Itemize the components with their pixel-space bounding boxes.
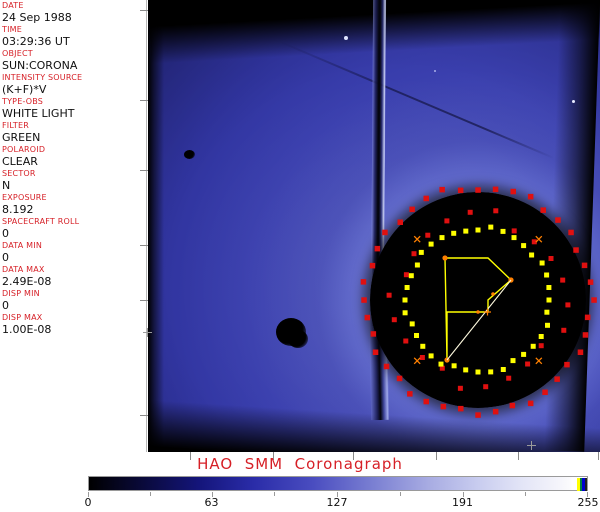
metadata-value: 8.192 <box>2 203 34 216</box>
colorbar-minor-tick <box>525 492 527 496</box>
metadata-value: 0 <box>2 227 9 240</box>
metadata-panel: DATE 24 Sep 1988 TIME 03:29:36 UT OBJECT SUN:… <box>0 0 147 452</box>
metadata-field: DISP MAX 1.00E-08 <box>2 313 146 336</box>
frame-tick-bottom <box>273 452 274 460</box>
colorbar-minor-tick <box>274 492 276 496</box>
metadata-label: INTENSITY SOURCE <box>2 73 83 82</box>
dust-artifact-small <box>184 150 195 159</box>
colorbar-ticks <box>88 492 588 498</box>
metadata-field: DATA MIN 0 <box>2 241 146 264</box>
metadata-field: TIME 03:29:36 UT <box>2 25 146 48</box>
occulting-disk <box>370 192 586 408</box>
metadata-field: DISP MIN 0 <box>2 289 146 312</box>
frame-tick-bottom <box>436 452 437 460</box>
metadata-value: SUN:CORONA <box>2 59 78 72</box>
metadata-value: CLEAR <box>2 155 38 168</box>
colorbar-minor-tick <box>149 492 151 496</box>
metadata-field: EXPOSURE 8.192 <box>2 193 146 216</box>
metadata-value: 0 <box>2 251 9 264</box>
colorbar-overflow-stripe <box>577 478 580 491</box>
metadata-label: TIME <box>2 25 23 34</box>
metadata-field: POLAROID CLEAR <box>2 145 146 168</box>
metadata-label: DISP MIN <box>2 289 40 298</box>
colorbar-tick <box>211 492 213 497</box>
metadata-value: GREEN <box>2 131 41 144</box>
colorbar-ramp[interactable] <box>88 476 588 491</box>
metadata-field: SPACECRAFT ROLL 0 <box>2 217 146 240</box>
metadata-field: DATA MAX 2.49E-08 <box>2 265 146 288</box>
metadata-label: TYPE-OBS <box>2 97 44 106</box>
colorbar-tick <box>587 492 588 497</box>
colorbar-tick-label: 127 <box>326 496 348 509</box>
frame-plus-marker <box>531 441 532 450</box>
colorbar-widget[interactable]: 0 63 127 191 255 <box>84 476 599 510</box>
colorbar-tick-label: 191 <box>452 496 473 509</box>
metadata-label: DISP MAX <box>2 313 43 322</box>
colorbar-tick-label: 63 <box>204 496 219 509</box>
bright-pixel-artifact-2 <box>434 70 436 72</box>
metadata-value: 03:29:36 UT <box>2 35 70 48</box>
metadata-value: (K+F)*V <box>2 83 47 96</box>
metadata-value: 1.00E-08 <box>2 323 52 336</box>
metadata-label: DATA MIN <box>2 241 42 250</box>
coronagraph-image[interactable] <box>148 0 600 452</box>
metadata-field: TYPE-OBS WHITE LIGHT <box>2 97 146 120</box>
bright-pixel-artifact-3 <box>572 100 575 103</box>
frame-tick-bottom <box>598 452 599 460</box>
metadata-value: WHITE LIGHT <box>2 107 75 120</box>
frame-tick-bottom <box>190 452 191 460</box>
metadata-field: INTENSITY SOURCE (K+F)*V <box>2 73 146 96</box>
metadata-label: FILTER <box>2 121 30 130</box>
bright-pixel-artifact <box>344 36 348 40</box>
colorbar-tick-label: 0 <box>84 496 92 509</box>
colorbar-minor-tick <box>399 492 401 496</box>
frame-plus-marker <box>147 328 148 337</box>
metadata-field: DATE 24 Sep 1988 <box>2 1 146 24</box>
detector-left-dark-edge <box>148 0 164 452</box>
frame-tick-left <box>140 100 148 101</box>
metadata-label: DATE <box>2 1 24 10</box>
metadata-value: 0 <box>2 299 9 312</box>
colorbar-overflow-stripe <box>579 478 582 491</box>
metadata-field: SECTOR N <box>2 169 146 192</box>
colorbar-tick <box>88 492 89 497</box>
metadata-label: OBJECT <box>2 49 33 58</box>
metadata-label: EXPOSURE <box>2 193 47 202</box>
colorbar-overflow-stripe <box>584 478 587 491</box>
metadata-field: OBJECT SUN:CORONA <box>2 49 146 72</box>
frame-tick-left <box>140 245 148 246</box>
metadata-label: DATA MAX <box>2 265 45 274</box>
colorbar-tick <box>462 492 464 497</box>
frame-tick-bottom <box>353 452 354 460</box>
frame-tick-left <box>140 300 148 301</box>
metadata-label: SPACECRAFT ROLL <box>2 217 80 226</box>
frame-tick-bottom <box>518 452 519 460</box>
colorbar-tick-label: 255 <box>577 496 599 509</box>
metadata-value: N <box>2 179 11 192</box>
colorbar-overflow-stripe <box>582 478 585 491</box>
metadata-field: FILTER GREEN <box>2 121 146 144</box>
frame-tick-left <box>140 10 148 11</box>
colorbar-labels: 0 63 127 191 255 <box>84 496 599 510</box>
metadata-value: 2.49E-08 <box>2 275 52 288</box>
colorbar-overflow-stripes <box>577 478 587 491</box>
dust-artifact-large-2 <box>288 330 308 348</box>
frame-tick-left <box>140 170 148 171</box>
metadata-value: 24 Sep 1988 <box>2 11 72 24</box>
page-title: HAO SMM Coronagraph <box>197 455 403 473</box>
colorbar-tick <box>337 492 338 497</box>
frame-tick-left <box>140 415 148 416</box>
metadata-label: SECTOR <box>2 169 36 178</box>
metadata-label: POLAROID <box>2 145 46 154</box>
